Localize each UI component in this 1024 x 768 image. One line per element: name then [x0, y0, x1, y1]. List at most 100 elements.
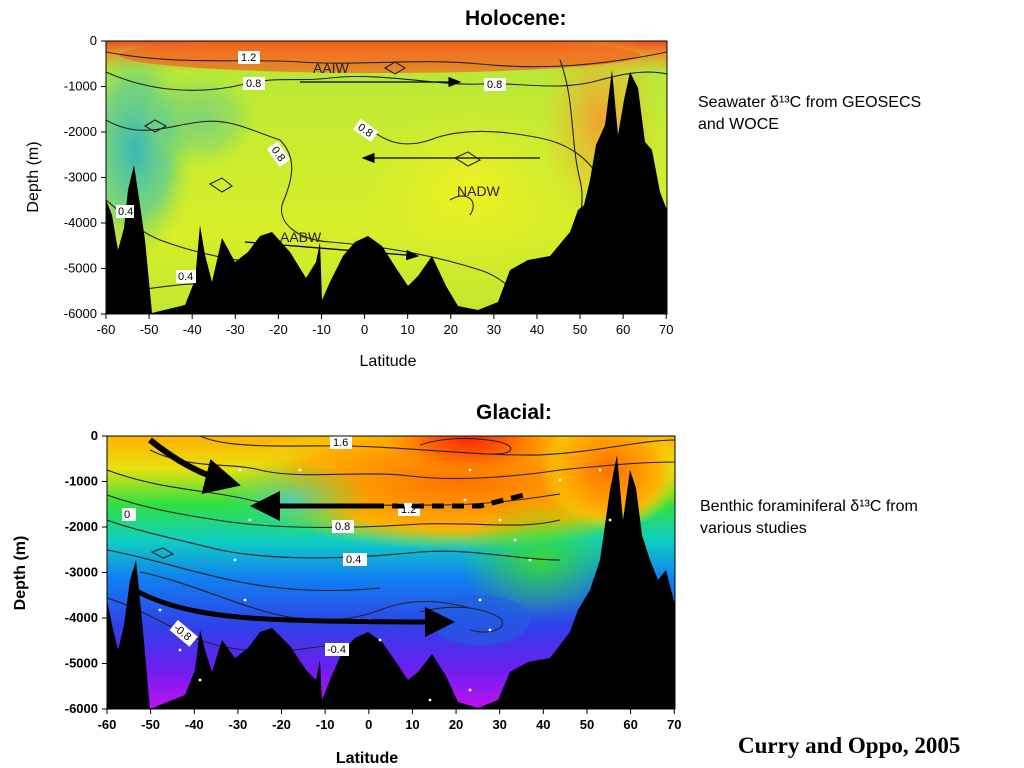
glacial-y-label: Depth (m) — [12, 536, 29, 611]
glacial-x-axis: -60 -50 -40 -30 -20 -10 0 10 20 30 40 50 60 70 — [98, 709, 681, 732]
y-tick-label: -2000 — [64, 124, 97, 139]
y-tick-label: -6000 — [64, 306, 97, 321]
x-tick-label: 60 — [616, 322, 630, 337]
sample-dot — [598, 468, 602, 472]
sample-dot — [468, 468, 472, 472]
x-tick-label: -50 — [141, 717, 160, 732]
y-tick-label: -6000 — [65, 701, 98, 716]
glacial-caption-line1: Benthic foraminiferal δ¹³C from — [700, 498, 918, 515]
holocene-x-axis: -60 -50 -40 -30 -20 -10 0 10 20 30 40 50 60 70 — [97, 314, 673, 337]
sample-dot — [233, 558, 237, 562]
sample-dot — [158, 608, 162, 612]
glacial-caption: Benthic foraminiferal δ¹³C from various … — [700, 496, 918, 540]
contour-label: 0.8 — [487, 79, 502, 91]
y-tick-label: 0 — [91, 428, 98, 443]
contour-label: -0.4 — [327, 644, 346, 656]
glacial-caption-line2: various studies — [700, 520, 807, 537]
contour-label: 0.8 — [335, 521, 350, 533]
holocene-caption: Seawater δ¹³C from GEOSECS and WOCE — [698, 92, 921, 136]
x-tick-label: -60 — [98, 717, 117, 732]
x-tick-label: -10 — [316, 717, 335, 732]
x-tick-label: -30 — [228, 717, 247, 732]
contour-label: 0 — [124, 509, 130, 521]
glacial-arrows — [133, 437, 529, 637]
y-tick-label: -1000 — [65, 474, 98, 489]
x-tick-label: 20 — [444, 322, 458, 337]
contour-label: 1.6 — [333, 437, 348, 449]
credit-text: Curry and Oppo, 2005 — [738, 733, 961, 758]
x-tick-label: 30 — [492, 717, 506, 732]
sample-dot — [498, 518, 502, 522]
sample-dot — [238, 468, 242, 472]
sample-dot — [428, 698, 432, 702]
x-tick-label: 40 — [536, 717, 550, 732]
y-tick-label: -4000 — [64, 215, 97, 230]
x-tick-label: 10 — [400, 322, 414, 337]
sample-dot — [478, 598, 482, 602]
sample-dot — [243, 598, 247, 602]
x-tick-label: 70 — [659, 322, 673, 337]
contour-label: 1.2 — [241, 52, 256, 64]
aabw-arrow — [244, 241, 420, 261]
x-tick-label: 70 — [667, 717, 681, 732]
sample-dot — [463, 498, 467, 502]
x-tick-label: 10 — [405, 717, 419, 732]
x-tick-label: 50 — [580, 717, 594, 732]
sample-dot — [488, 628, 492, 632]
glacial-green-patch — [460, 500, 620, 620]
sample-dot — [198, 678, 202, 682]
x-tick-label: 0 — [361, 322, 368, 337]
y-tick-label: -3000 — [65, 565, 98, 580]
sample-dot — [608, 518, 612, 522]
glacial-bathymetry — [107, 455, 675, 709]
y-tick-label: -5000 — [65, 656, 98, 671]
contour-label: 0.4 — [118, 206, 133, 218]
sample-dot — [378, 638, 382, 642]
aaiw-label: AAIW — [313, 60, 350, 76]
x-tick-label: -40 — [185, 717, 204, 732]
holocene-caption-line1: Seawater δ¹³C from GEOSECS — [698, 94, 922, 111]
sample-dot — [298, 468, 302, 472]
sample-dot — [468, 688, 472, 692]
holocene-caption-line2: and WOCE — [698, 116, 779, 133]
x-tick-label: -10 — [312, 322, 331, 337]
holocene-water-mass-labels: AAIW NADW AABW — [280, 60, 501, 245]
y-tick-label: -3000 — [64, 170, 97, 185]
y-tick-label: 0 — [90, 33, 97, 48]
glacial-bottom-arrow — [133, 587, 455, 637]
holocene-title: Holocene: — [465, 7, 567, 30]
x-tick-label: -40 — [183, 322, 202, 337]
contour-label: 0.4 — [178, 271, 193, 283]
holocene-surface-band — [120, 41, 640, 73]
holocene-y-axis: 0 -1000 -2000 -3000 -4000 -5000 -6000 — [64, 33, 106, 321]
holocene-yellow-patch — [360, 110, 580, 270]
glacial-x-label: Latitude — [336, 750, 398, 767]
holocene-x-label: Latitude — [360, 353, 417, 370]
contour-label: 0.8 — [246, 78, 261, 90]
glacial-red-patch — [380, 436, 560, 480]
contour-label: 0.4 — [346, 554, 361, 566]
holocene-bathymetry — [106, 70, 667, 314]
x-tick-label: 20 — [449, 717, 463, 732]
holocene-y-label: Depth (m) — [25, 141, 42, 212]
x-tick-label: -50 — [140, 322, 159, 337]
x-tick-label: -30 — [226, 322, 245, 337]
sample-dot — [558, 478, 562, 482]
glacial-title: Glacial: — [476, 401, 552, 424]
sample-dot — [178, 648, 182, 652]
y-tick-label: -2000 — [65, 519, 98, 534]
sample-dot — [513, 538, 517, 542]
glacial-y-axis: 0 -1000 -2000 -3000 -4000 -5000 -6000 — [65, 428, 107, 716]
x-tick-label: 50 — [573, 322, 587, 337]
x-tick-label: 30 — [487, 322, 501, 337]
glacial-intermediate-arrow — [148, 437, 241, 494]
x-tick-label: -20 — [272, 717, 291, 732]
y-tick-label: -1000 — [64, 79, 97, 94]
holocene-arrows — [244, 76, 540, 261]
nadw-label: NADW — [457, 183, 501, 199]
aabw-label: AABW — [280, 229, 322, 245]
sample-dot — [528, 558, 532, 562]
x-tick-label: 60 — [623, 717, 637, 732]
